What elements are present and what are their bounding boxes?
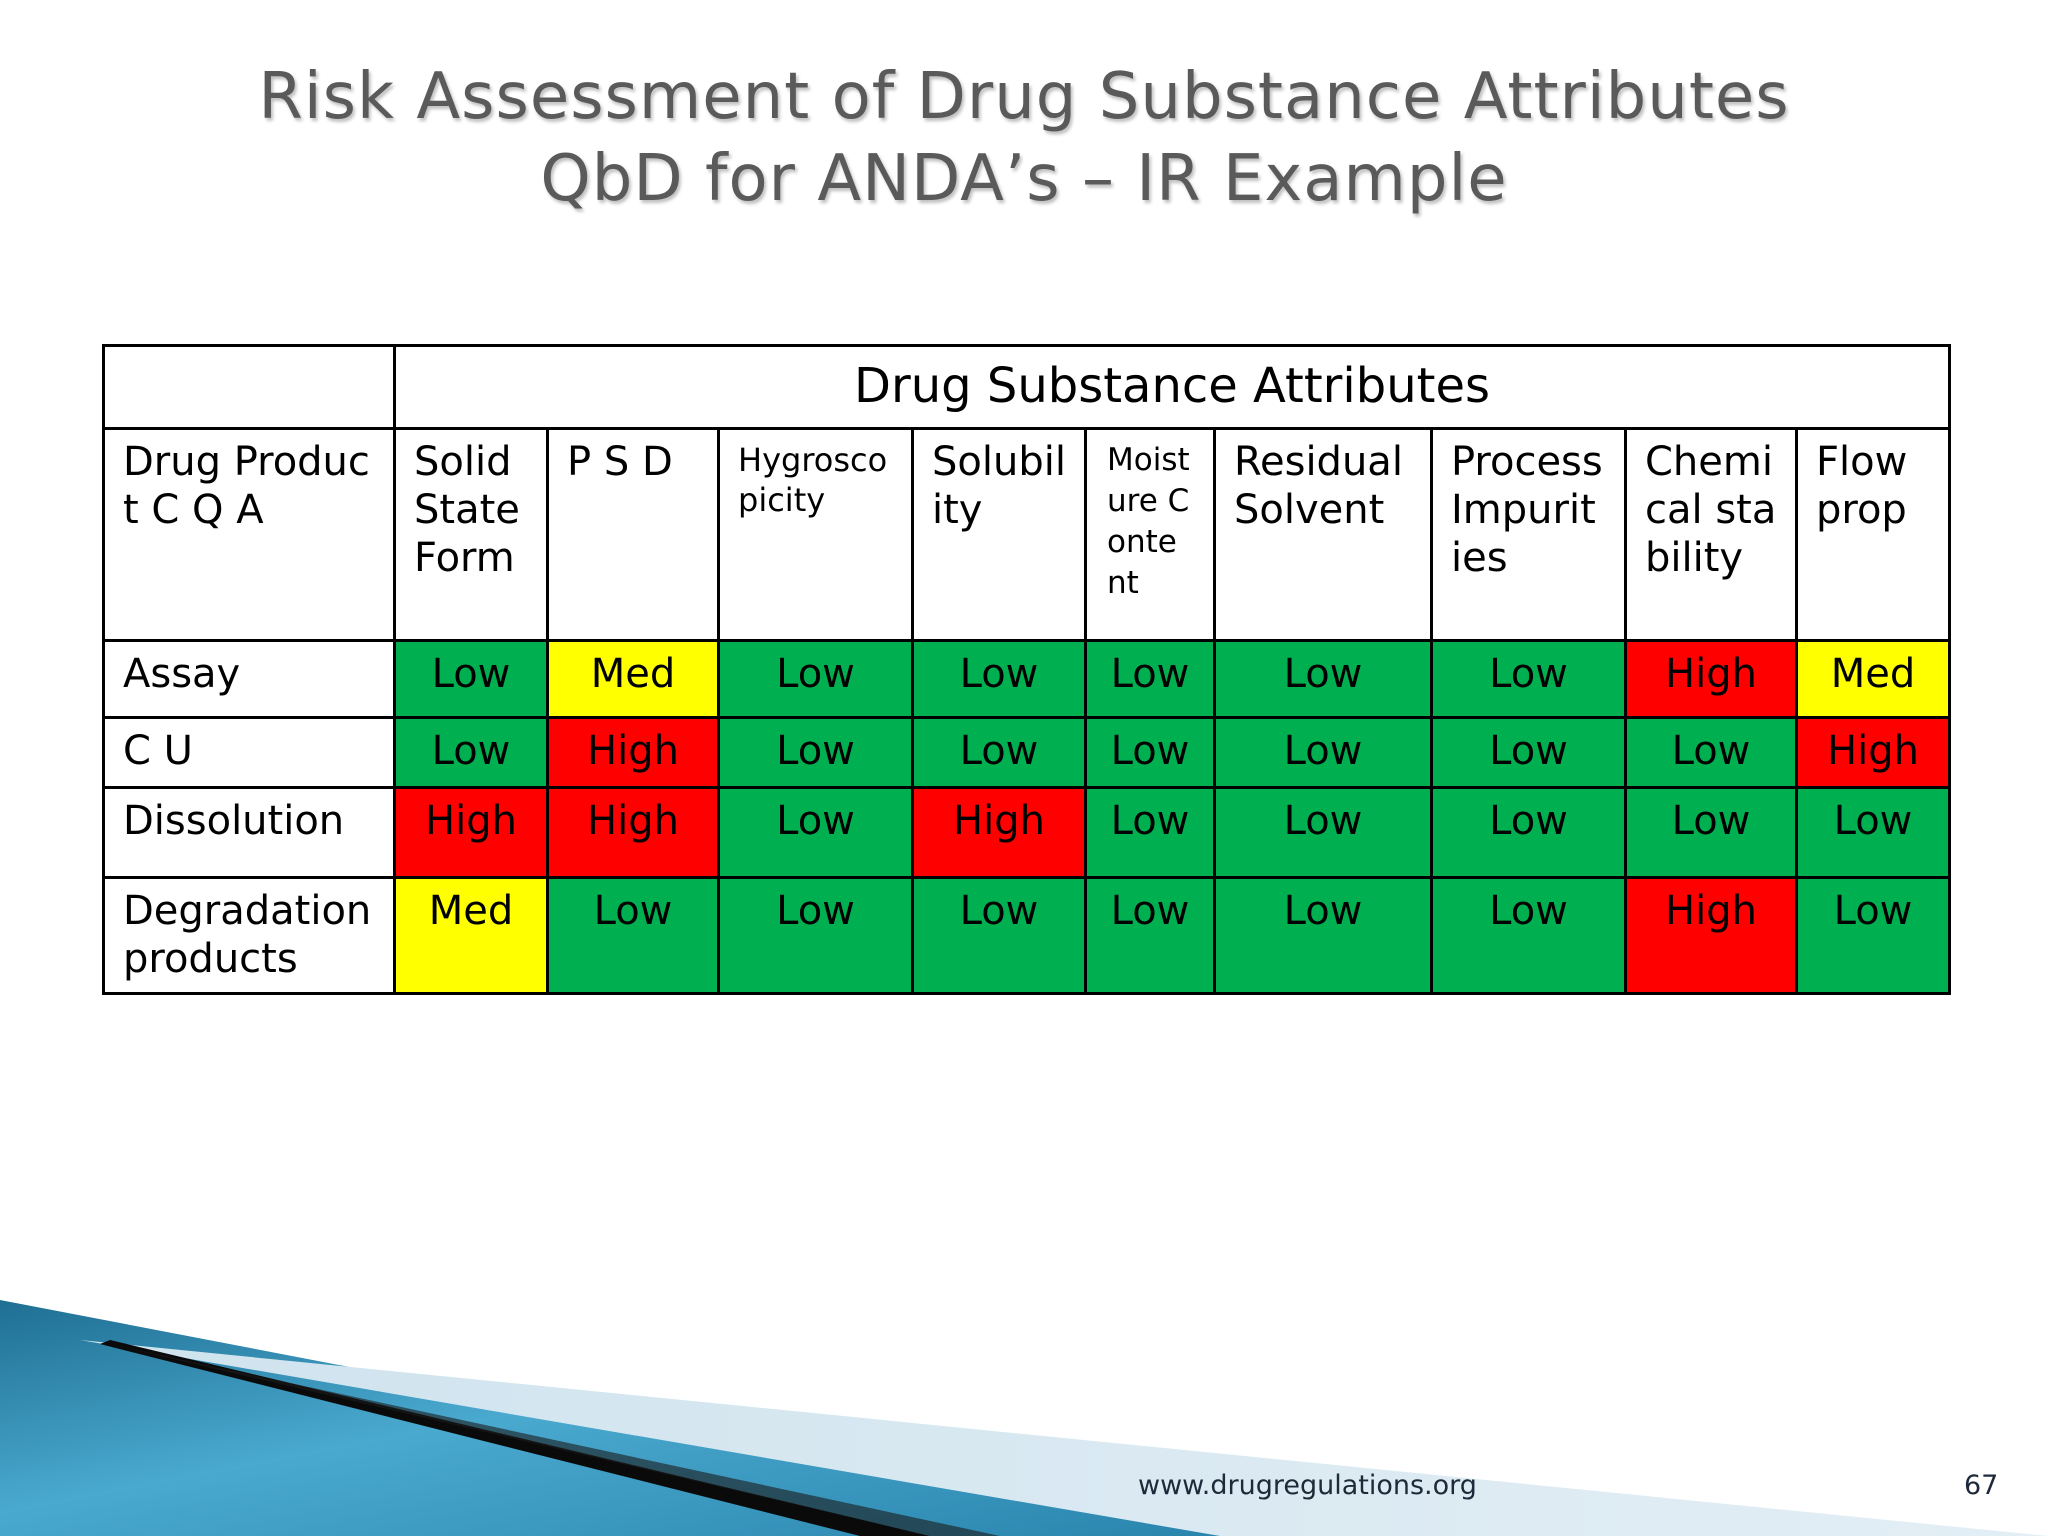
risk-cell: Low [546, 876, 720, 995]
risk-cell: Low [1213, 786, 1433, 879]
column-header-cqa: Drug Product C Q A [102, 427, 396, 642]
row-label-assay: Assay [102, 639, 396, 719]
risk-cell: High [911, 786, 1087, 879]
row-label-cu: C U [102, 716, 396, 789]
risk-cell: Low [1084, 716, 1216, 789]
row-label-dissolution: Dissolution [102, 786, 396, 879]
risk-cell: High [1624, 639, 1798, 719]
column-header-residual-solvent: Residual Solvent [1213, 427, 1433, 642]
risk-cell: Low [393, 639, 549, 719]
risk-cell: High [546, 716, 720, 789]
row-label-degradation-products: Degradation products [102, 876, 396, 995]
risk-cell: High [1624, 876, 1798, 995]
black-swoosh-shadow [100, 1342, 1000, 1536]
column-header-process-impurities: Process Impurities [1430, 427, 1627, 642]
table-column-header-row: Drug Product C Q A Solid State Form P S … [102, 427, 1951, 642]
column-header-moisture-content: Moisture Content [1084, 427, 1216, 642]
risk-cell: Low [393, 716, 549, 789]
risk-assessment-table: Drug Substance Attributes Drug Product C… [102, 344, 1951, 995]
risk-cell: High [1795, 716, 1951, 789]
light-swoosh-shape [80, 1340, 2048, 1536]
table-row-degradation-products: Degradation products Med Low Low Low Low… [102, 876, 1951, 995]
risk-cell: Low [1213, 639, 1433, 719]
risk-cell: Low [1430, 716, 1627, 789]
slide-title: Risk Assessment of Drug Substance Attrib… [0, 56, 2048, 220]
column-header-psd: P S D [546, 427, 720, 642]
table-row-cu: C U Low High Low Low Low Low Low Low Hig… [102, 716, 1951, 789]
risk-cell: Low [1795, 876, 1951, 995]
risk-cell: High [546, 786, 720, 879]
footer-url: www.drugregulations.org [1138, 1470, 1477, 1501]
risk-cell: Low [1213, 716, 1433, 789]
risk-cell: Med [1795, 639, 1951, 719]
risk-cell: Low [1430, 876, 1627, 995]
risk-cell: Low [1795, 786, 1951, 879]
group-header-drug-substance-attributes: Drug Substance Attributes [393, 344, 1951, 430]
risk-cell: Low [717, 716, 914, 789]
column-header-hygroscopicity: Hygroscopicity [717, 427, 914, 642]
slide-title-line-1: Risk Assessment of Drug Substance Attrib… [258, 60, 1790, 134]
risk-cell: Low [1624, 786, 1798, 879]
risk-cell: Low [1624, 716, 1798, 789]
page-number: 67 [1964, 1470, 1999, 1501]
column-header-flow-prop: Flow prop [1795, 427, 1951, 642]
table-group-header-row: Drug Substance Attributes [102, 344, 1951, 430]
column-header-chemical-stability: Chemical stability [1624, 427, 1798, 642]
risk-cell: Low [717, 639, 914, 719]
table-row-dissolution: Dissolution High High Low High Low Low L… [102, 786, 1951, 879]
slide-decoration-swoosh [0, 1300, 2048, 1536]
risk-cell: Low [1084, 639, 1216, 719]
risk-cell: Low [717, 786, 914, 879]
risk-cell: Low [911, 716, 1087, 789]
risk-cell: Low [911, 876, 1087, 995]
column-header-solubility: Solubility [911, 427, 1087, 642]
risk-cell: Low [717, 876, 914, 995]
risk-cell: Med [393, 876, 549, 995]
risk-cell: Med [546, 639, 720, 719]
risk-cell: High [393, 786, 549, 879]
column-header-solid-state-form: Solid State Form [393, 427, 549, 642]
risk-cell: Low [911, 639, 1087, 719]
risk-cell: Low [1430, 639, 1627, 719]
risk-cell: Low [1084, 786, 1216, 879]
table-row-assay: Assay Low Med Low Low Low Low Low High M… [102, 639, 1951, 719]
slide-title-line-2: QbD for ANDA’s – IR Example [540, 142, 1508, 216]
risk-cell: Low [1430, 786, 1627, 879]
table-empty-corner [102, 344, 396, 430]
risk-cell: Low [1213, 876, 1433, 995]
risk-cell: Low [1084, 876, 1216, 995]
